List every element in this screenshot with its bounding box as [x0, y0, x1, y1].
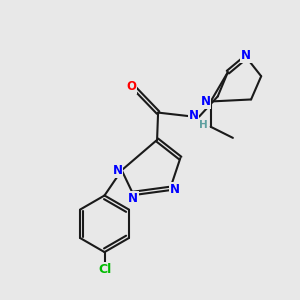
Text: N: N — [128, 192, 138, 205]
Text: N: N — [169, 183, 179, 196]
Text: N: N — [188, 109, 199, 122]
Text: N: N — [201, 95, 211, 108]
Text: O: O — [126, 80, 136, 93]
Text: H: H — [199, 120, 208, 130]
Text: Cl: Cl — [98, 262, 111, 276]
Text: N: N — [112, 164, 122, 177]
Text: N: N — [241, 49, 251, 62]
